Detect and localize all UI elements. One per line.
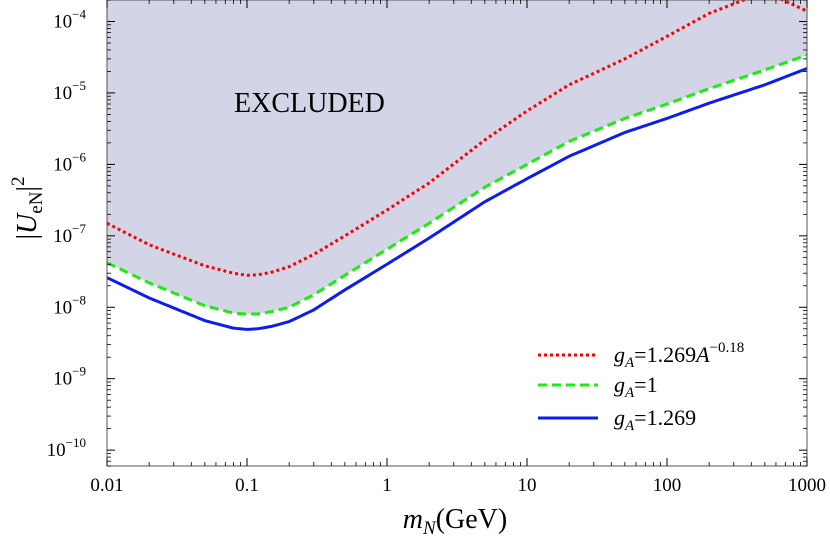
y-tick-label-base: 10 xyxy=(53,12,72,33)
y-axis-title-sup: 2 xyxy=(8,176,29,186)
y-tick-label-exp: −10 xyxy=(66,435,86,450)
y-axis-title-close: | xyxy=(12,186,43,192)
y-tick-label-exp: −5 xyxy=(72,78,86,93)
x-axis-title-unit: (GeV) xyxy=(436,504,508,535)
legend-label-rest: =1.269 xyxy=(634,405,696,430)
legend-label-sub: A xyxy=(624,385,635,401)
legend-label-var: g xyxy=(614,405,625,430)
legend-label-sub: A xyxy=(624,355,635,371)
y-tick-label-base: 10 xyxy=(53,83,72,104)
y-tick-label-2: 10−8 xyxy=(53,292,86,318)
x-axis-title: mN(GeV) xyxy=(403,504,507,538)
y-tick-label-5: 10−5 xyxy=(53,78,86,104)
y-tick-label-base: 10 xyxy=(53,154,72,175)
y-tick-label-3: 10−7 xyxy=(53,221,86,247)
y-axis-title-open: | xyxy=(12,234,43,240)
y-tick-label-base: 10 xyxy=(53,369,72,390)
x-axis-title-var: m xyxy=(403,504,423,535)
legend-label-0: gA=1.269A−0.18 xyxy=(614,340,744,371)
y-tick-label-exp: −8 xyxy=(72,292,86,307)
legend-label-1: gA=1 xyxy=(614,372,658,401)
legend-label-sup: −0.18 xyxy=(710,340,745,356)
y-axis-title-sub: eN xyxy=(26,191,47,213)
x-tick-label-1: 0.1 xyxy=(235,475,259,496)
x-tick-label-4: 100 xyxy=(653,475,682,496)
y-tick-label-0: 10−10 xyxy=(47,435,86,461)
legend-label-var: g xyxy=(614,372,625,397)
x-tick-label-3: 10 xyxy=(518,475,537,496)
excluded-region-layer xyxy=(107,0,807,315)
series-line-0 xyxy=(106,0,808,277)
series-line-2 xyxy=(106,67,808,331)
y-tick-label-exp: −4 xyxy=(72,7,86,22)
series-line-1 xyxy=(106,53,808,316)
ticks-layer: 0.01 0.1 1 10 100 100010−1010−910−810−710−610… xyxy=(47,0,826,496)
y-axis-title: |UeN|2 xyxy=(8,176,47,239)
x-tick-label-2: 1 xyxy=(382,475,392,496)
legend-label-rest: =1 xyxy=(634,372,657,397)
y-tick-label-1: 10−9 xyxy=(53,364,86,390)
excluded-annotation: EXCLUDED xyxy=(234,88,385,119)
x-tick-label-5: 1000 xyxy=(788,475,826,496)
series-layer xyxy=(106,0,808,331)
x-tick-label-0: 0.01 xyxy=(90,475,123,496)
legend-label-2: gA=1.269 xyxy=(614,405,696,434)
y-tick-label-exp: −7 xyxy=(72,221,86,236)
legend-label-sub: A xyxy=(624,418,635,434)
y-axis-title-var: U xyxy=(12,212,43,234)
axes-layer xyxy=(106,0,808,467)
y-tick-label-6: 10−4 xyxy=(53,7,86,33)
excluded-region xyxy=(107,0,807,315)
legend-label-base: A xyxy=(694,342,710,367)
y-tick-label-base: 10 xyxy=(47,440,66,461)
y-tick-label-exp: −6 xyxy=(72,149,86,164)
plot-frame xyxy=(106,0,808,467)
legend-label-var: g xyxy=(614,342,625,367)
legend-label-rest: =1.269 xyxy=(634,342,696,367)
y-tick-label-base: 10 xyxy=(53,297,72,318)
x-axis-title-sub: N xyxy=(422,518,437,538)
y-tick-label-base: 10 xyxy=(53,226,72,247)
y-tick-label-4: 10−6 xyxy=(53,149,86,175)
y-tick-label-exp: −9 xyxy=(72,364,86,379)
